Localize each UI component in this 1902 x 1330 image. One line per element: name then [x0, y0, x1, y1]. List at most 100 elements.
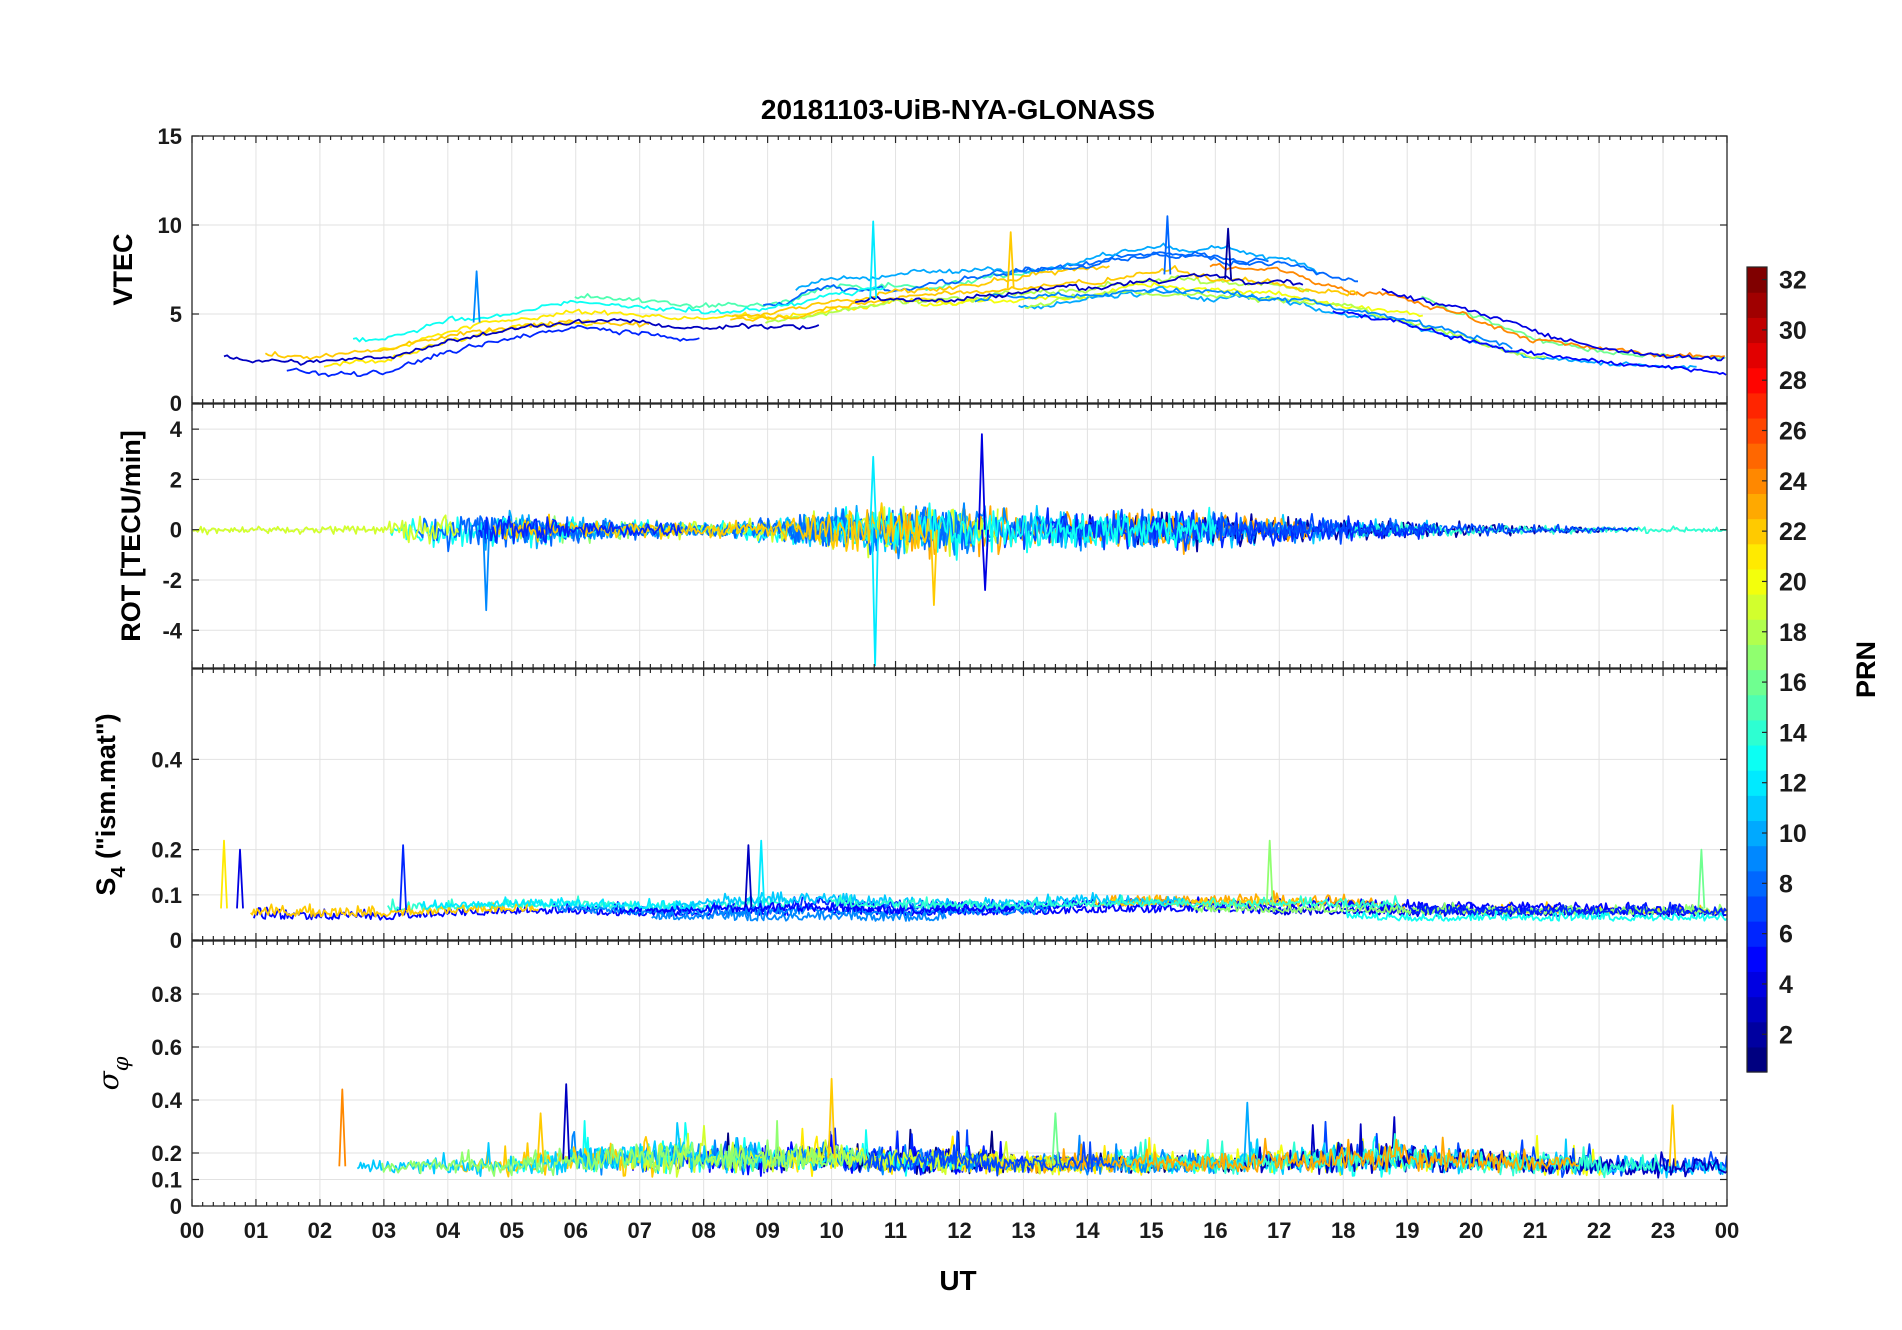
y-tick-label: 0.4 [151, 1088, 182, 1113]
peak-prn-12 [871, 529, 879, 667]
colorbar-label: PRN [1851, 641, 1881, 698]
y-tick-label: 5 [170, 302, 182, 327]
y-tick-label: 4 [170, 417, 183, 442]
trace-prn-8 [762, 252, 1269, 307]
peak-prn-16 [1051, 1112, 1060, 1164]
trace-prn-23 [1109, 890, 1379, 907]
peak-prn-24 [338, 1088, 347, 1167]
y-axis-label-vtec: VTEC [108, 233, 138, 305]
colorbar-segment [1747, 417, 1767, 444]
trace-prn-8 [993, 250, 1358, 283]
colorbar-segment [1747, 493, 1767, 520]
colorbar-segment [1747, 946, 1767, 972]
trace-prn-9 [974, 287, 1513, 350]
x-tick-label: 15 [1139, 1218, 1163, 1243]
traces-rot [192, 433, 1727, 667]
x-tick-label: 17 [1267, 1218, 1291, 1243]
peak-prn-12 [757, 839, 766, 907]
trace-prn-19 [192, 514, 460, 545]
colorbar-segment [1747, 744, 1767, 771]
panel-sigma_phi: 00.10.2 0.4 0.6 0.8 σφ [92, 940, 1728, 1219]
peak-prn-4 [236, 848, 244, 909]
colorbar-segment [1747, 619, 1767, 645]
colorbar-segment [1747, 770, 1767, 796]
y-axis-label-sigma-phi: σφ [92, 1056, 133, 1090]
x-tick-label: 03 [372, 1218, 396, 1243]
colorbar-tick-label: 32 [1779, 267, 1807, 295]
colorbar-tick-label: 18 [1779, 619, 1807, 647]
colorbar-tick-label: 2 [1779, 1021, 1793, 1049]
colorbar-tick-label: 28 [1779, 367, 1807, 395]
colorbar-segment [1747, 568, 1767, 595]
colorbar-segment [1747, 392, 1767, 419]
colorbar-segment [1747, 820, 1767, 847]
trace-prn-22 [264, 319, 650, 361]
trace-prn-22 [730, 265, 1358, 322]
peak-prn-17 [1265, 839, 1274, 907]
y-tick-label: 0.1 [151, 883, 182, 908]
y-tick-label: 0.4 [151, 747, 182, 772]
y-tick-label: 0.2 [151, 838, 182, 863]
colorbar-segment [1747, 694, 1767, 721]
traces-s4 [220, 839, 1727, 922]
colorbar-segment [1747, 669, 1767, 696]
trace-prn-10 [1018, 285, 1697, 370]
colorbar-segment [1747, 518, 1767, 545]
colorbar-tick-label: 8 [1779, 870, 1793, 898]
peak-prn-10 [1243, 1101, 1252, 1163]
x-axis-label: UT [939, 1265, 976, 1296]
y-tick-label: 0 [170, 1194, 182, 1219]
y-tick-label: 15 [158, 124, 182, 149]
trace-prn-3 [223, 318, 820, 366]
y-tick-label: 10 [158, 213, 182, 238]
colorbar-tick-label: 22 [1779, 518, 1807, 546]
x-tick-label: 08 [691, 1218, 715, 1243]
peak-prn-22 [827, 1077, 836, 1159]
trace-prn-13 [352, 286, 885, 343]
x-tick-label: 09 [755, 1218, 779, 1243]
x-tick-label: 04 [436, 1218, 461, 1243]
colorbar-segment [1747, 719, 1767, 746]
x-tick-label: 22 [1587, 1218, 1611, 1243]
trace-prn-13 [1345, 908, 1727, 922]
peak-prn-22 [930, 529, 938, 606]
trace-prn-17 [381, 1120, 865, 1177]
colorbar-segment [1747, 795, 1767, 822]
y-tick-label: 0 [170, 518, 182, 543]
y-tick-label: 0.8 [151, 982, 182, 1007]
trace-prn-15 [574, 268, 1043, 310]
x-ticks-rot [191, 404, 1728, 668]
y-tick-label: 0 [170, 391, 182, 416]
x-tick-label: 07 [627, 1218, 651, 1243]
peak-prn-8 [1163, 215, 1172, 275]
peak-prn-4 [981, 529, 989, 591]
colorbar-segment [1747, 1046, 1767, 1073]
x-tick-label: 16 [1203, 1218, 1227, 1243]
trace-prn-6 [478, 515, 683, 545]
colorbar-segment [1747, 845, 1767, 872]
trace-prn-9 [651, 907, 947, 922]
x-tick-label: 10 [819, 1218, 843, 1243]
x-tick-label: 00 [180, 1218, 204, 1243]
y-tick-label: 0 [170, 928, 182, 953]
peak-prn-22 [536, 1112, 545, 1163]
trace-prn-14 [829, 894, 1401, 910]
peak-prn-16 [1697, 848, 1706, 909]
trace-prn-6 [286, 324, 700, 378]
y-tick-label: -2 [162, 568, 182, 593]
trace-prn-22 [1092, 895, 1307, 907]
colorbar-segment [1747, 342, 1767, 369]
peak-prn-22 [1668, 1104, 1677, 1167]
colorbar-segment [1747, 1021, 1767, 1048]
panel-s4: 0 0.1 0.2 0.4 S4 ("ism.mat") [91, 668, 1728, 953]
colorbar-segment [1747, 317, 1767, 344]
x-tick-labels: 00 01 02 03 04 05 06 07 08 09 10 11 12 13 14 15 16 17 18 19… [180, 1218, 1739, 1243]
peak-prn-2 [1224, 227, 1232, 280]
grid-s4 [192, 669, 1727, 941]
colorbar-tick-label: 20 [1779, 568, 1807, 596]
x-tick-label: 18 [1331, 1218, 1355, 1243]
y-tick-label: 2 [170, 467, 182, 492]
